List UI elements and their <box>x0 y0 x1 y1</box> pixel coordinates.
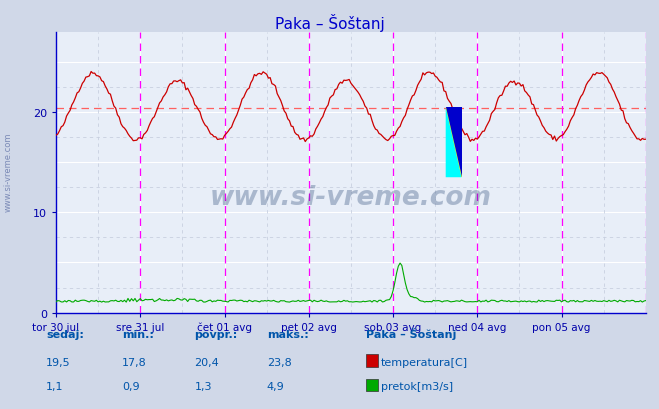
Text: Paka – Šoštanj: Paka – Šoštanj <box>275 14 384 32</box>
Text: 0,9: 0,9 <box>122 381 140 391</box>
Polygon shape <box>445 108 461 178</box>
Bar <box>445 108 461 178</box>
Text: Paka – Šoštanj: Paka – Šoštanj <box>366 328 456 339</box>
Text: sedaj:: sedaj: <box>46 329 84 339</box>
Text: www.si-vreme.com: www.si-vreme.com <box>210 185 492 211</box>
Text: 19,5: 19,5 <box>46 357 71 367</box>
Text: maks.:: maks.: <box>267 329 308 339</box>
Polygon shape <box>445 108 461 178</box>
Text: 20,4: 20,4 <box>194 357 219 367</box>
Text: temperatura[C]: temperatura[C] <box>381 357 468 367</box>
Text: 23,8: 23,8 <box>267 357 292 367</box>
Text: pretok[m3/s]: pretok[m3/s] <box>381 381 453 391</box>
Text: 17,8: 17,8 <box>122 357 147 367</box>
Text: 4,9: 4,9 <box>267 381 285 391</box>
Text: 1,1: 1,1 <box>46 381 64 391</box>
Text: povpr.:: povpr.: <box>194 329 238 339</box>
Text: min.:: min.: <box>122 329 154 339</box>
Text: 1,3: 1,3 <box>194 381 212 391</box>
Text: www.si-vreme.com: www.si-vreme.com <box>3 132 13 211</box>
